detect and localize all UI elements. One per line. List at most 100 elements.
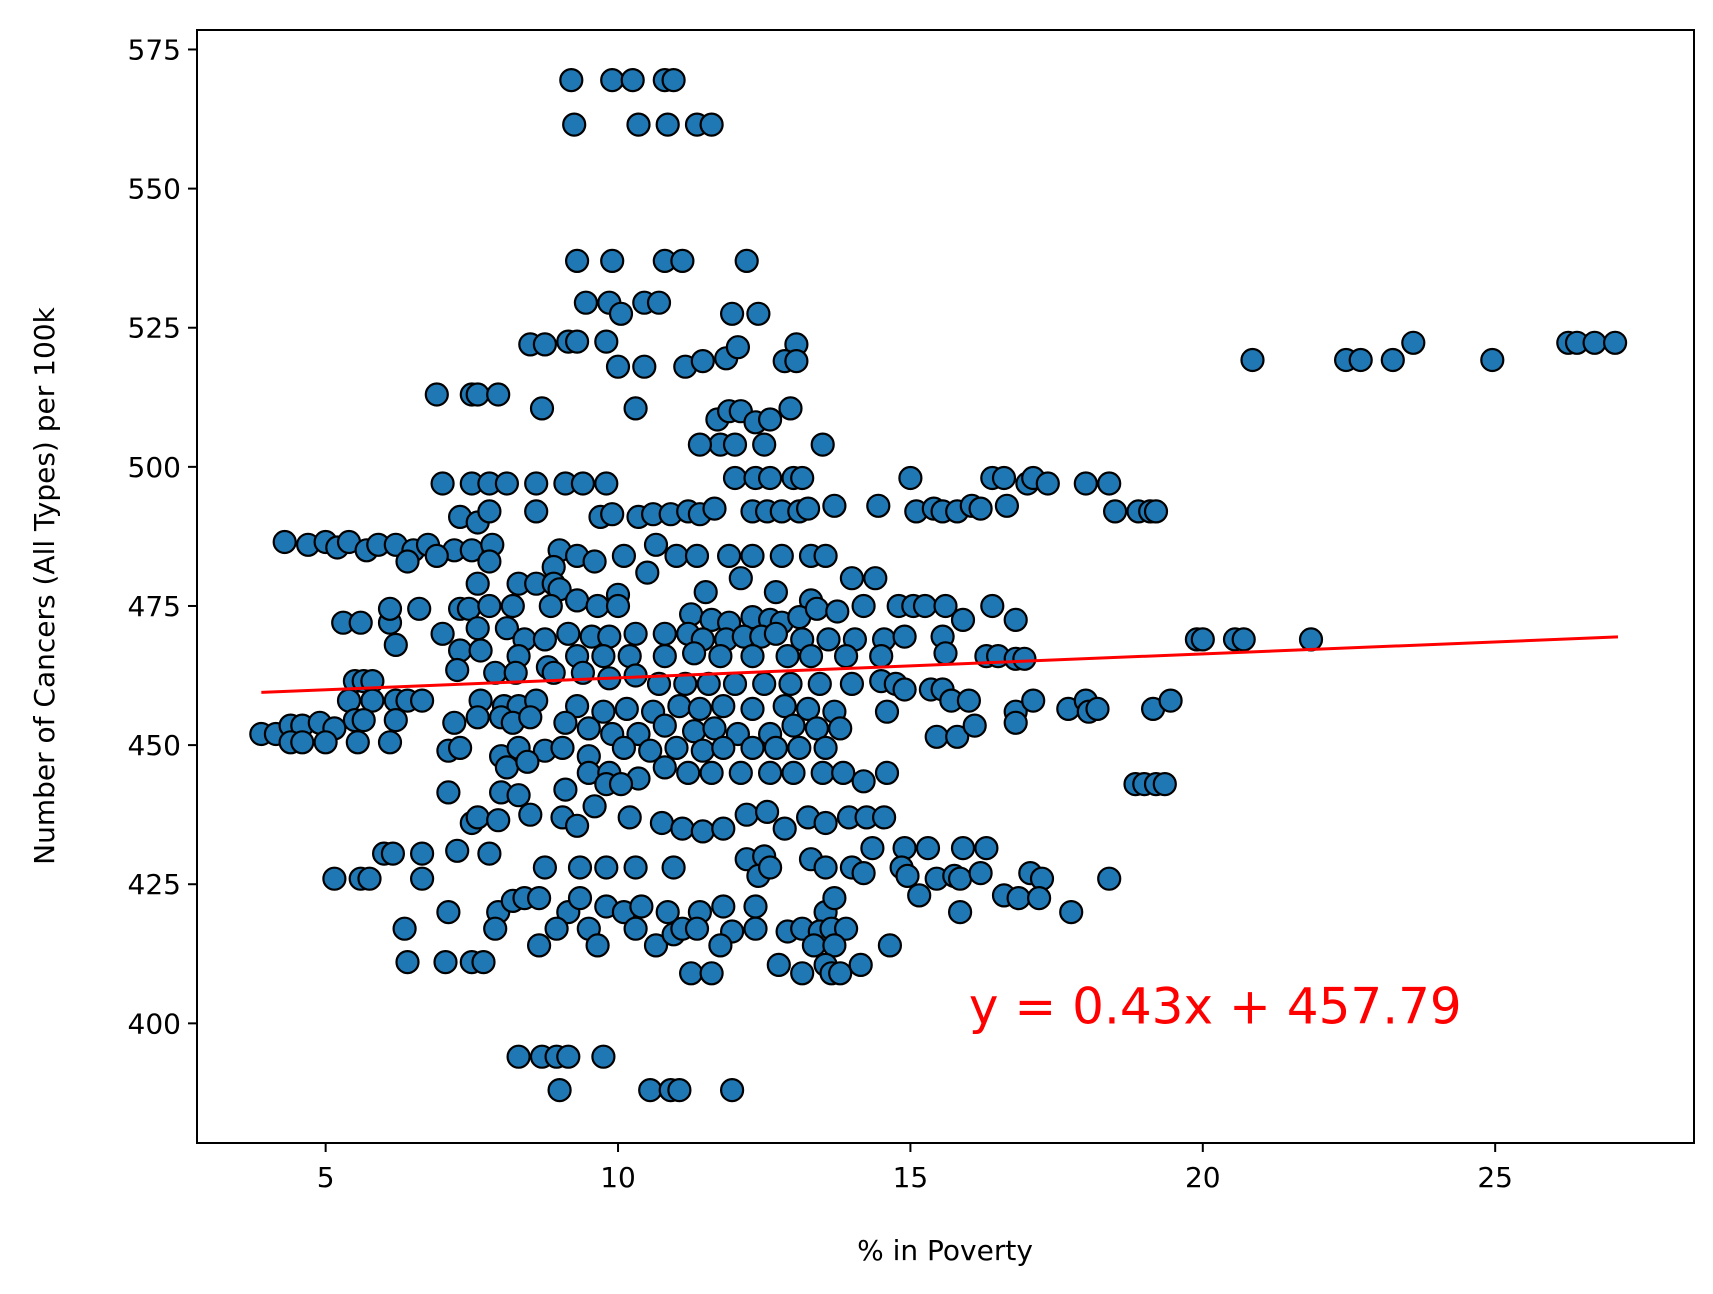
data-point	[740, 735, 765, 761]
data-point	[810, 760, 835, 786]
data-point	[591, 699, 616, 724]
data-point	[994, 493, 1020, 518]
data-point	[377, 596, 403, 621]
data-point	[772, 816, 797, 841]
data-point	[980, 593, 1005, 619]
data-point	[740, 543, 765, 569]
data-point	[781, 760, 806, 786]
data-point	[757, 855, 783, 880]
data-point	[564, 813, 590, 838]
data-point	[608, 301, 634, 326]
data-point	[795, 496, 821, 521]
data-point	[646, 671, 672, 697]
data-point	[515, 749, 540, 774]
data-point	[1012, 646, 1037, 671]
data-point	[775, 643, 800, 669]
data-point	[532, 855, 558, 880]
y-tick-label: 525	[128, 312, 181, 345]
data-point	[778, 671, 803, 697]
data-point	[591, 1044, 616, 1069]
data-point	[699, 112, 724, 137]
data-point	[643, 933, 669, 958]
data-point	[655, 112, 680, 137]
data-point	[728, 760, 753, 786]
data-point	[538, 593, 563, 619]
data-point	[652, 621, 677, 646]
data-point	[377, 730, 403, 755]
data-point	[430, 621, 455, 646]
data-point	[623, 396, 648, 421]
data-point	[600, 248, 625, 273]
data-point	[1102, 499, 1128, 524]
data-point	[933, 641, 958, 666]
data-point	[290, 730, 315, 755]
data-point	[567, 885, 593, 911]
x-tick-label: 20	[1185, 1161, 1221, 1194]
data-point	[445, 838, 470, 863]
data-point	[410, 866, 435, 891]
data-point	[766, 952, 791, 978]
data-point	[696, 671, 721, 697]
data-point	[652, 643, 677, 669]
data-point	[877, 933, 903, 958]
data-point	[623, 855, 648, 880]
data-point	[711, 894, 736, 919]
data-point	[860, 835, 885, 861]
data-point	[448, 638, 473, 663]
data-point	[781, 713, 806, 738]
data-point	[652, 755, 677, 780]
data-point	[486, 808, 511, 833]
data-point	[874, 760, 900, 786]
data-point	[611, 735, 637, 761]
data-point	[822, 885, 847, 911]
data-point	[813, 855, 838, 880]
y-axis-label: Number of Cancers (All Types) per 100k	[28, 306, 61, 864]
data-point	[945, 724, 970, 749]
data-point	[1006, 885, 1031, 911]
data-point	[407, 596, 432, 621]
data-point	[585, 933, 610, 958]
data-point	[465, 616, 490, 641]
data-point	[351, 707, 376, 733]
data-point	[532, 627, 558, 652]
data-point	[623, 621, 648, 646]
x-tick-label: 10	[600, 1161, 636, 1194]
data-point	[1003, 607, 1028, 633]
data-point	[728, 566, 753, 591]
data-point	[848, 952, 873, 978]
data-point	[898, 465, 923, 491]
data-point	[757, 760, 783, 786]
data-point	[541, 660, 566, 685]
data-point	[632, 354, 657, 379]
data-point	[465, 805, 490, 830]
x-axis-label: % in Poverty	[857, 1234, 1033, 1267]
data-point	[784, 349, 809, 374]
data-point	[822, 933, 847, 958]
data-point	[494, 471, 519, 496]
y-tick-label: 425	[128, 868, 181, 901]
data-point	[594, 471, 619, 496]
data-point	[907, 883, 932, 908]
data-point	[787, 735, 812, 761]
data-point	[863, 566, 888, 591]
data-point	[477, 499, 502, 524]
data-point	[424, 543, 449, 569]
y-tick-label: 500	[128, 451, 181, 484]
data-point	[465, 571, 490, 596]
data-point	[693, 579, 718, 605]
data-point	[526, 885, 552, 911]
data-point	[801, 933, 827, 958]
data-point	[804, 596, 830, 621]
data-point	[684, 916, 710, 941]
y-tick-label: 575	[128, 33, 181, 66]
data-point	[1582, 330, 1607, 355]
data-point	[825, 599, 850, 624]
data-point	[506, 783, 531, 808]
data-point	[626, 112, 651, 137]
data-point	[1158, 688, 1183, 713]
data-point	[500, 593, 525, 619]
data-point	[591, 643, 616, 669]
ticks-layer: 5 10 15 20 25 400 425 450 475 500 525 550 575	[128, 33, 1513, 1194]
data-point	[550, 735, 575, 761]
data-point	[1097, 866, 1122, 891]
